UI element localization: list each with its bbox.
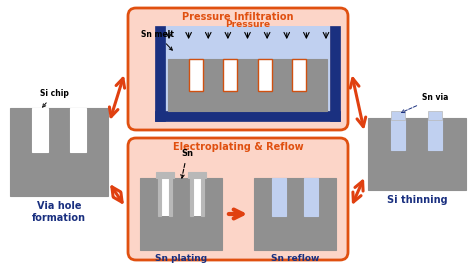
Bar xyxy=(169,178,172,216)
Text: Sn reflow: Sn reflow xyxy=(271,254,319,263)
Bar xyxy=(391,111,405,120)
Text: Sn: Sn xyxy=(181,149,193,178)
Bar xyxy=(391,118,405,150)
Bar xyxy=(190,178,193,216)
Bar xyxy=(292,59,306,91)
Bar xyxy=(428,111,442,120)
Bar xyxy=(304,178,318,216)
Text: Pressure Infiltration: Pressure Infiltration xyxy=(182,12,294,22)
FancyBboxPatch shape xyxy=(128,8,348,130)
Bar xyxy=(189,59,202,91)
Text: Si thinning: Si thinning xyxy=(387,195,447,205)
Bar xyxy=(272,178,286,216)
Bar xyxy=(368,118,466,190)
Text: Electroplating & Reflow: Electroplating & Reflow xyxy=(173,142,303,152)
Bar xyxy=(10,108,108,196)
Bar xyxy=(140,178,222,250)
Bar xyxy=(70,108,86,152)
Bar xyxy=(258,59,272,91)
Text: Sn melt: Sn melt xyxy=(141,30,174,50)
Bar xyxy=(190,178,204,216)
Bar xyxy=(254,178,336,250)
Bar xyxy=(330,26,340,121)
Bar xyxy=(158,178,172,216)
Bar xyxy=(165,26,330,111)
Bar xyxy=(158,178,161,216)
Text: Pressure: Pressure xyxy=(225,20,270,29)
Bar xyxy=(188,172,206,178)
Bar xyxy=(155,111,340,121)
Bar xyxy=(223,59,237,91)
Text: Sn via: Sn via xyxy=(401,93,448,113)
Text: Si chip: Si chip xyxy=(40,89,69,107)
FancyBboxPatch shape xyxy=(128,138,348,260)
Bar xyxy=(201,178,204,216)
Bar xyxy=(155,26,165,121)
Text: Via hole
formation: Via hole formation xyxy=(32,201,86,222)
Bar xyxy=(428,118,442,150)
Bar xyxy=(168,59,327,111)
Bar xyxy=(32,108,48,152)
Bar xyxy=(156,172,174,178)
Text: Sn plating: Sn plating xyxy=(155,254,207,263)
